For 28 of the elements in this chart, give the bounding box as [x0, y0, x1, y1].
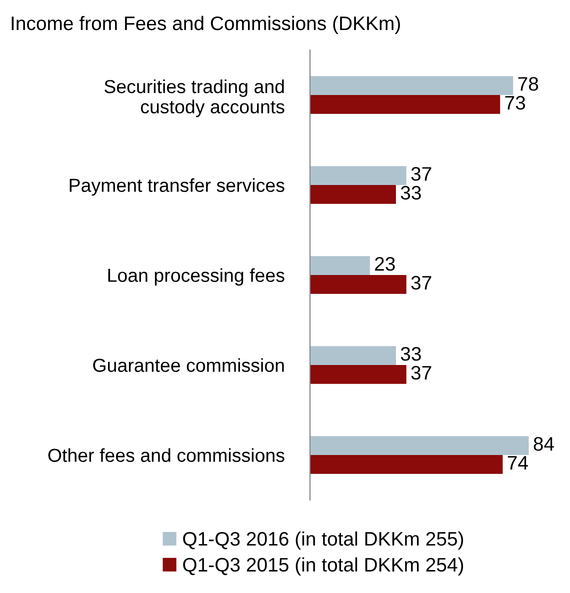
data-label: 78 — [518, 77, 538, 91]
bar — [310, 185, 396, 204]
bar — [310, 76, 514, 95]
data-label: 84 — [534, 437, 554, 451]
data-label: 33 — [400, 347, 421, 361]
bar — [310, 436, 529, 455]
y-tick-label: Payment transfer services — [70, 178, 284, 196]
data-label: 37 — [411, 366, 432, 380]
y-tick-label: Securities trading and custody accounts — [104, 79, 284, 118]
chart-title: Income from Fees and Commissions (DKKm) — [12, 16, 400, 34]
bar — [310, 95, 500, 114]
y-tick-label: Other fees and commissions — [48, 448, 284, 462]
data-label: 74 — [508, 456, 528, 470]
legend-label: Q1-Q3 2015 (in total DKKm 254) — [183, 557, 464, 576]
data-label: 33 — [400, 186, 421, 200]
bar — [310, 166, 406, 185]
y-tick-label: Guarantee commission — [93, 358, 284, 372]
bar — [310, 256, 370, 275]
legend-label: Q1-Q3 2016 (in total DKKm 255) — [183, 531, 464, 550]
bar — [310, 455, 503, 474]
data-label: 73 — [505, 96, 526, 110]
bar — [310, 346, 396, 365]
y-tick-label: Loan processing fees — [108, 268, 284, 286]
data-label: 37 — [411, 167, 432, 181]
bar — [310, 275, 406, 294]
data-label: 37 — [411, 276, 432, 290]
data-label: 23 — [375, 257, 395, 271]
bar — [310, 365, 406, 384]
